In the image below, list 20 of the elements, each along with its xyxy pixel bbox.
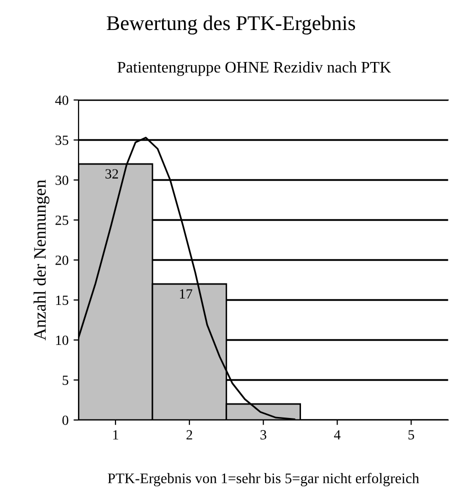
y-tick-label: 40 (55, 96, 68, 105)
x-tick-label: 3 (260, 430, 266, 440)
data-label: 32 (106, 169, 118, 179)
x-tick-label: 1 (113, 430, 118, 440)
data-label: 17 (180, 289, 192, 298)
x-axis-title: PTK-Ergebnis von 1=sehr bis 5=gar nicht erfolgreich (108, 472, 420, 486)
y-tick-label: 20 (56, 256, 68, 265)
chart-subtitle: Patientengruppe OHNE Rezidiv nach PTK (117, 61, 391, 76)
y-axis-title: Anzahl der Nennungen (34, 180, 50, 340)
y-tick-label: 35 (56, 136, 68, 145)
y-tick-label: 10 (56, 336, 68, 345)
x-tick-label: 5 (408, 430, 414, 440)
x-tick-label: 4 (334, 430, 341, 440)
y-tick-label: 0 (62, 416, 68, 425)
chart-title: Bewertung des PTK-Ergebnis (106, 16, 356, 34)
y-tick-label: 25 (56, 216, 68, 225)
y-tick-label: 15 (56, 296, 68, 305)
y-tick-label: 30 (56, 176, 68, 185)
x-tick-label: 2 (186, 430, 192, 440)
y-tick-label: 5 (62, 376, 68, 385)
